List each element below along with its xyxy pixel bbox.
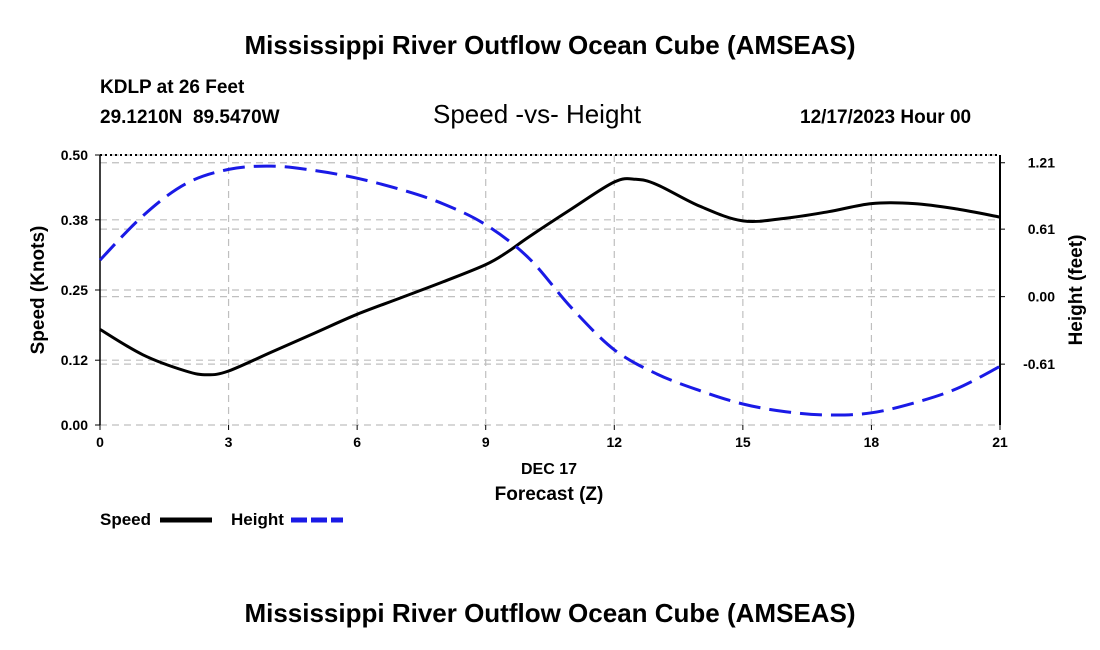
x-tick-label: 3 xyxy=(225,434,233,450)
forecast-datetime: 12/17/2023 Hour 00 xyxy=(800,107,972,128)
y2-axis-title: Height (feet) xyxy=(1066,235,1087,346)
height-series-line xyxy=(98,164,1001,417)
y-axis-title: Speed (Knots) xyxy=(28,226,49,355)
y-tick-label: 0.00 xyxy=(61,417,88,433)
legend-label-speed: Speed xyxy=(100,510,151,529)
legend-label-height: Height xyxy=(231,510,284,529)
y2-tick-label: -0.61 xyxy=(1023,356,1055,372)
y-tick-label: 0.12 xyxy=(61,352,88,368)
x-tick-label: 6 xyxy=(353,434,361,450)
y-tick-label: 0.38 xyxy=(61,212,88,228)
chart-subtitle: Speed -vs- Height xyxy=(433,99,642,129)
x-tick-label: 12 xyxy=(606,434,622,450)
x-axis-title: Forecast (Z) xyxy=(495,484,604,505)
chart-title-bottom: Mississippi River Outflow Ocean Cube (AM… xyxy=(244,598,856,628)
x-tick-label: 15 xyxy=(735,434,751,450)
y2-tick-label: 1.21 xyxy=(1028,155,1055,171)
x-tick-label: 21 xyxy=(992,434,1008,450)
station-label: KDLP at 26 Feet xyxy=(100,77,245,98)
y2-tick-label: 0.61 xyxy=(1028,221,1055,237)
y2-tick-label: 0.00 xyxy=(1028,289,1055,305)
station-coordinates: 29.1210N 89.5470W xyxy=(100,107,280,128)
x-axis-date-label: DEC 17 xyxy=(521,461,577,478)
x-tick-label: 18 xyxy=(864,434,880,450)
y-tick-label: 0.25 xyxy=(61,282,88,298)
speed-series-line xyxy=(99,177,1001,377)
x-tick-label: 9 xyxy=(482,434,490,450)
chart-title-top: Mississippi River Outflow Ocean Cube (AM… xyxy=(244,30,856,60)
y-tick-label: 0.50 xyxy=(61,147,88,163)
x-tick-label: 0 xyxy=(96,434,104,450)
